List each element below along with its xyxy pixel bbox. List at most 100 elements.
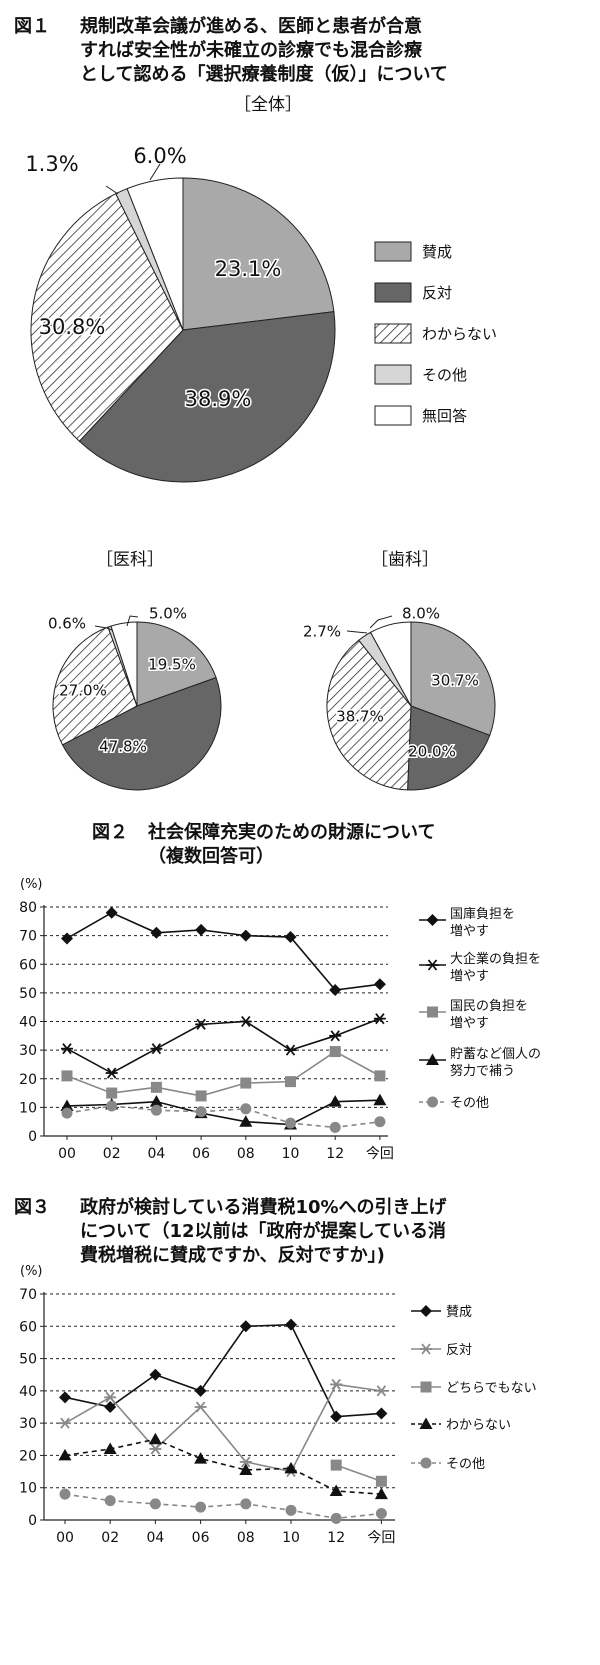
asterisk-marker <box>284 1044 297 1056</box>
legend-label: 反対 <box>422 284 452 302</box>
circle-marker <box>59 1488 71 1500</box>
pie-leader-line <box>149 163 161 181</box>
diamond-marker <box>195 923 208 936</box>
triangle-marker <box>284 1461 298 1474</box>
fig1-number: 図１ <box>14 16 50 37</box>
legend-swatch <box>374 364 412 385</box>
diamond-marker <box>375 1407 388 1420</box>
asterisk-marker <box>104 1391 117 1403</box>
fig1-header: 図１ 規制改革会議が進める、医師と患者が合意 すれば安全性が未確立の診療でも混合… <box>14 15 448 85</box>
diamond-marker <box>61 932 73 945</box>
triangle-marker <box>58 1448 72 1461</box>
diamond-marker <box>329 984 342 997</box>
diamond-marker <box>239 929 252 942</box>
x-tick-label: 08 <box>237 1146 255 1162</box>
asterisk-marker <box>195 1018 208 1030</box>
circle-marker <box>285 1117 296 1129</box>
x-tick-label: 04 <box>147 1146 165 1162</box>
series-line <box>66 1099 380 1126</box>
series-1 <box>61 1013 386 1079</box>
square-marker <box>330 1459 342 1471</box>
pie-slice-sansei <box>136 621 217 707</box>
y-tick-label: 10 <box>19 1100 37 1116</box>
pie-slice-mukaito <box>126 177 184 331</box>
square-marker <box>240 1077 252 1089</box>
pie-slice-wakaranai <box>30 193 184 442</box>
y-tick-label: 60 <box>19 957 37 973</box>
legend-label: その他 <box>446 1457 485 1472</box>
pie-leader-line <box>346 630 368 634</box>
x-tick-label: 今回 <box>367 1530 395 1546</box>
legend-label: わからない <box>446 1418 511 1433</box>
pie-data-label: 30.7% <box>431 672 479 690</box>
series-3 <box>58 1432 388 1500</box>
series-line <box>64 1493 382 1520</box>
asterisk-marker <box>149 1443 162 1455</box>
asterisk-marker <box>330 1378 343 1390</box>
series-line <box>66 911 381 991</box>
pie-data-label-outside: 2.7% <box>303 623 341 641</box>
diamond-marker <box>149 1368 162 1381</box>
pie-data-label: 38.9% <box>185 387 252 411</box>
square-marker <box>420 1381 432 1393</box>
series-line <box>66 1105 381 1129</box>
asterisk-marker <box>61 1043 73 1055</box>
triangle-marker <box>149 1095 163 1107</box>
pie-data-label: 20.0% <box>408 743 456 761</box>
line-chart-consumption-tax: 0 10 20 30 40 50 60 70 00 02 04 06 08 10 12 今回 賛成反対どちらでも… <box>19 1287 536 1546</box>
circle-marker <box>150 1104 162 1116</box>
square-marker <box>374 1070 386 1082</box>
series-line <box>64 1383 382 1473</box>
series-2 <box>330 1459 387 1487</box>
y-tick-label: 30 <box>19 1416 37 1432</box>
pie-chart-medical: ［医科］ 19.5% 47.8% 27.0% 0.6% 5.0% <box>48 550 222 791</box>
pie-data-label: 19.5% <box>148 656 196 674</box>
y-tick-label: 50 <box>19 986 37 1002</box>
x-tick-label: 02 <box>103 1146 121 1162</box>
circle-marker <box>427 1096 438 1108</box>
y-tick-label: 70 <box>19 929 37 945</box>
diamond-marker <box>150 926 163 939</box>
legend-swatch <box>374 241 412 262</box>
fig2-header: 図２ 社会保障充実のための財源について （複数回答可） (%) <box>20 821 435 892</box>
diamond-marker <box>104 1401 117 1413</box>
diamond-marker <box>426 914 439 926</box>
square-marker <box>375 1475 387 1487</box>
pie-data-label: 30.8% <box>39 315 106 339</box>
pie-data-label-outside: 8.0% <box>402 605 440 623</box>
fig3-number: 図３ <box>14 1197 50 1218</box>
square-marker <box>61 1070 73 1082</box>
pie-slice-mukaito <box>110 621 138 707</box>
triangle-marker <box>419 1417 433 1429</box>
pie-medical-title: ［医科］ <box>96 550 164 570</box>
legend-label: 賛成 <box>446 1305 472 1320</box>
series-line <box>66 1050 381 1097</box>
pie-chart-overall: ［全体］ 23.1%38.9%30.8%1.3% 6.0% <box>25 95 336 483</box>
x-tick-label: 10 <box>282 1530 300 1546</box>
circle-marker <box>285 1504 297 1516</box>
legend-label: 国民の負担を増やす <box>450 999 528 1031</box>
square-marker <box>106 1087 118 1099</box>
asterisk-marker <box>373 1013 386 1025</box>
triangle-marker <box>239 1115 253 1127</box>
asterisk-marker <box>329 1030 342 1042</box>
triangle-marker <box>373 1093 387 1106</box>
pie-data-label: 23.1% <box>215 257 282 281</box>
triangle-marker <box>374 1487 388 1500</box>
square-marker <box>329 1046 341 1058</box>
y-tick-label: 0 <box>28 1513 37 1529</box>
square-marker <box>427 1006 438 1018</box>
series-line <box>64 1323 382 1418</box>
pie-dental-title: ［歯科］ <box>371 550 439 570</box>
x-tick-label: 08 <box>237 1530 255 1546</box>
x-tick-label: 00 <box>58 1146 76 1162</box>
circle-marker <box>330 1512 342 1524</box>
triangle-marker <box>148 1432 162 1445</box>
triangle-marker <box>426 1053 439 1065</box>
y-tick-label: 10 <box>19 1481 37 1497</box>
legend-label: 賛成 <box>422 243 452 261</box>
pie-slice-hantai <box>407 705 491 791</box>
square-marker <box>285 1076 296 1088</box>
asterisk-marker <box>105 1067 118 1079</box>
